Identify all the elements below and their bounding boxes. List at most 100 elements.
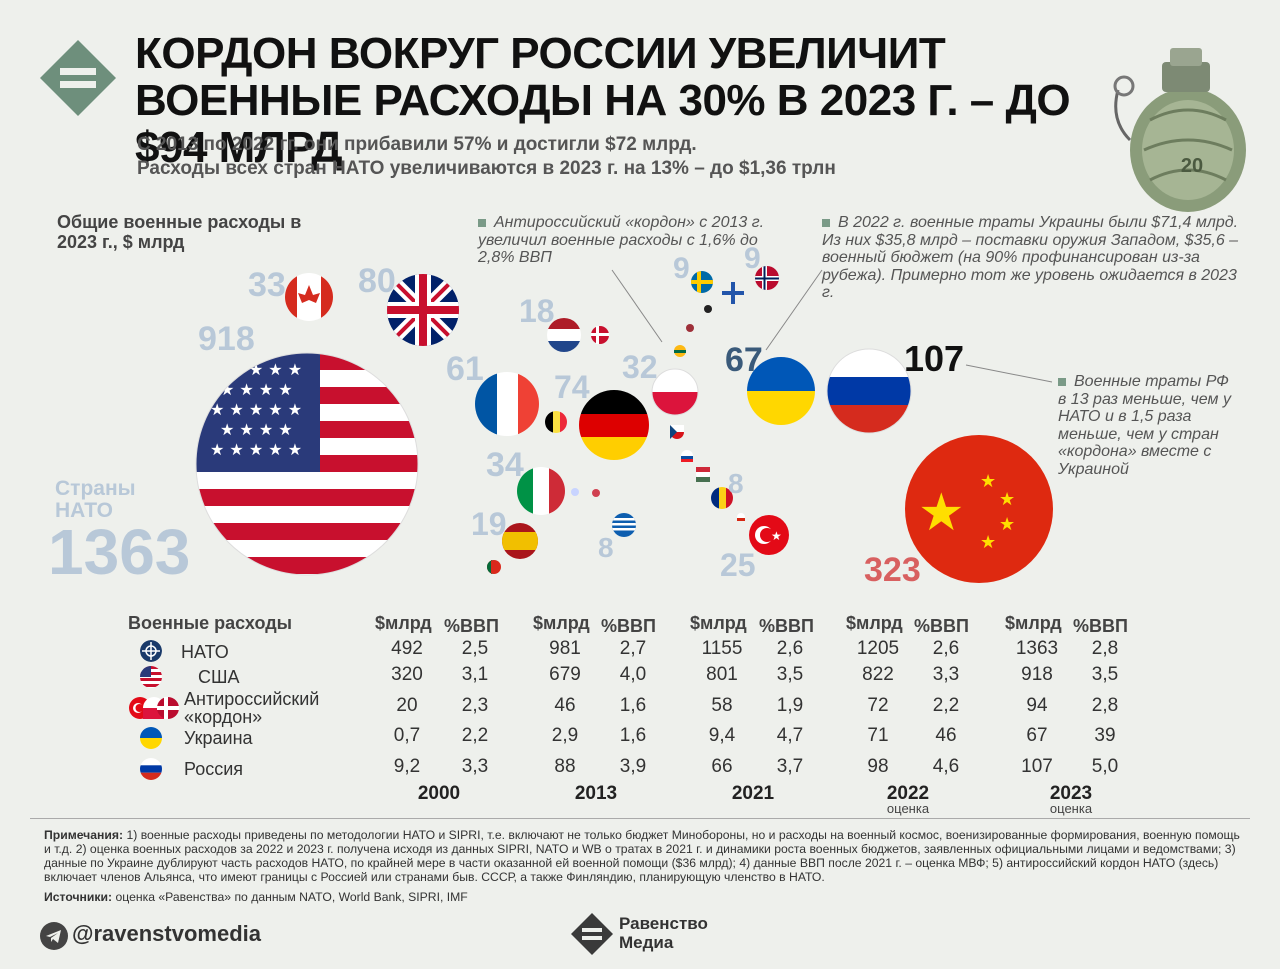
value-sweden: 9	[673, 252, 690, 285]
leader-cordon	[611, 269, 663, 343]
table-cell: 94	[1026, 695, 1048, 716]
svg-text:★: ★	[918, 483, 965, 543]
svg-text:★: ★	[999, 489, 1015, 510]
note-cordon-text: Антироссийский «кордон» с 2013 г. увелич…	[478, 214, 765, 266]
bubble-bulgaria	[737, 513, 745, 521]
bubble-france	[475, 372, 539, 436]
value-uk: 80	[358, 262, 396, 300]
table-cell: 2,8	[1091, 638, 1119, 659]
value-italy: 34	[486, 446, 524, 484]
bubble-portugal	[487, 560, 501, 574]
table-cell: 9,2	[393, 756, 421, 777]
value-romania: 8	[728, 468, 744, 499]
table-cell: 2,7	[619, 638, 647, 659]
table-cell: 5,0	[1091, 756, 1119, 777]
notes-label: Примечания:	[44, 828, 124, 842]
value-netherlands: 18	[519, 293, 555, 329]
table-cell: 98	[867, 756, 889, 777]
table-cell: 679	[549, 664, 581, 685]
bubble-greece	[612, 513, 636, 537]
bubble-estonia	[704, 305, 712, 313]
year-2013: 2013	[574, 783, 618, 804]
table-cell: 4,6	[932, 756, 960, 777]
note-bullet-icon	[822, 218, 830, 227]
value-china: 323	[864, 551, 921, 589]
table-cell: 1,6	[619, 725, 647, 746]
table-cell: 981	[549, 638, 581, 659]
sources-text: оценка «Равенства» по данным NATO, World…	[115, 890, 468, 904]
bubble-usa: ★ ★ ★ ★ ★★ ★ ★ ★ ★ ★ ★ ★ ★★ ★ ★ ★ ★ ★ ★ …	[196, 353, 418, 575]
table-cell: 67	[1026, 725, 1048, 746]
svg-text:★ ★ ★ ★ ★: ★ ★ ★ ★ ★	[210, 400, 302, 419]
year-2023: 2023	[1049, 783, 1093, 804]
bubble-canada	[285, 273, 333, 321]
col-gdp-2021: %ВВП	[759, 616, 814, 636]
ravenstvo-logo-icon	[40, 40, 116, 116]
bubble-slovakia	[681, 450, 693, 462]
bubble-china: ★ ★ ★ ★ ★	[905, 435, 1053, 583]
page-subtitle: С 2013 по 2022 гг. они прибавили 57% и д…	[137, 133, 1037, 181]
notes-text: 1) военные расходы приведены по методоло…	[44, 828, 1240, 884]
table-cell: 72	[867, 695, 889, 716]
subtitle-line-2: Расходы всех стран НАТО увеличиваются в …	[137, 158, 836, 179]
table-cell: 3,1	[461, 664, 489, 685]
est-2023: оценка	[1049, 801, 1093, 816]
leader-ukraine	[765, 269, 823, 351]
bubble-slovenia	[571, 488, 579, 496]
note-ukraine-text: В 2022 г. военные траты Украины были $71…	[822, 214, 1239, 301]
svg-text:★: ★	[980, 471, 996, 492]
value-norway: 9	[744, 242, 761, 275]
value-usa: 918	[198, 320, 255, 358]
nato-total: 1363	[48, 516, 191, 588]
note-cordon: Антироссийский «кордон» с 2013 г. увелич…	[478, 214, 788, 267]
table-cell: 3,5	[776, 664, 804, 685]
bubble-norway	[755, 266, 779, 290]
cordon-flags-icon	[129, 697, 179, 719]
table-cell: 2,9	[551, 725, 579, 746]
table-cell: 1,9	[776, 695, 804, 716]
brand-line-1: Равенство	[619, 914, 708, 933]
bubble-chart: ★ ★ ★ ★ ★★ ★ ★ ★ ★ ★ ★ ★ ★★ ★ ★ ★ ★ ★ ★ …	[195, 242, 1053, 589]
bubble-belgium	[545, 411, 567, 433]
value-germany: 74	[554, 369, 590, 405]
note-russia-text: Военные траты РФ в 13 раз меньше, чем у …	[1058, 373, 1231, 478]
table-cell: 39	[1094, 725, 1116, 746]
bubble-hungary	[696, 467, 710, 482]
table-cell: 0,7	[393, 725, 421, 746]
year-2000: 2000	[417, 783, 461, 804]
value-poland: 32	[622, 349, 658, 385]
bubble-croatia	[592, 489, 600, 497]
row-label-cordon: Антироссийский «кордон»	[184, 689, 320, 727]
col-usd-2023: $млрд	[1005, 613, 1062, 633]
table-cell: 4,7	[776, 725, 804, 746]
svg-text:★: ★	[999, 514, 1015, 535]
row-label-russia: Россия	[184, 759, 244, 779]
ukraine-flag-icon	[140, 727, 162, 749]
table-cell: 2,2	[932, 695, 960, 716]
table-cell: 20	[396, 695, 418, 716]
col-gdp-2013: %ВВП	[601, 616, 656, 636]
subtitle-line-1: С 2013 по 2022 гг. они прибавили 57% и д…	[137, 134, 697, 155]
telegram-icon[interactable]	[40, 922, 68, 950]
value-spain: 19	[471, 506, 507, 542]
brand-name: Равенство Медиа	[619, 914, 708, 952]
table-cell: 1,6	[619, 695, 647, 716]
svg-text:20: 20	[1181, 155, 1203, 177]
col-gdp-2000: %ВВП	[444, 616, 499, 636]
bubble-czech	[670, 425, 684, 439]
bubbles-label: Общие военные расходы в 2023 г., $ млрд	[57, 212, 302, 252]
telegram-handle[interactable]: @ravenstvomedia	[72, 921, 261, 946]
leader-russia	[965, 364, 1053, 383]
year-2021: 2021	[731, 783, 775, 804]
table-cell: 2,6	[776, 638, 804, 659]
money-grenade-icon: 20	[1113, 48, 1246, 212]
table-cell: 66	[711, 756, 733, 777]
svg-text:★: ★	[771, 529, 782, 543]
spending-table: Военные расходы $млрд %ВВП $млрд %ВВП $м…	[0, 608, 1280, 818]
table-cell: 320	[391, 664, 423, 685]
sources: Источники: оценка «Равенства» по данным …	[44, 890, 1244, 904]
table-title: Военные расходы	[128, 613, 293, 633]
bubble-netherlands	[547, 318, 581, 352]
row-label-ukraine: Украина	[184, 728, 253, 748]
row-label-usa: США	[198, 667, 240, 687]
